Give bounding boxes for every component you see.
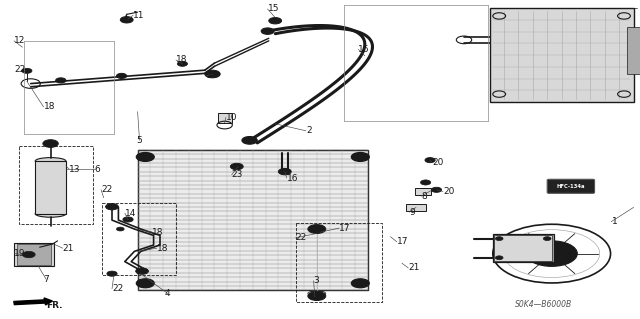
Text: 1: 1 bbox=[612, 217, 618, 226]
Text: 20: 20 bbox=[432, 158, 444, 167]
Circle shape bbox=[107, 271, 117, 276]
Text: 5: 5 bbox=[137, 136, 142, 145]
Circle shape bbox=[278, 168, 291, 175]
Bar bbox=[218, 113, 232, 123]
Circle shape bbox=[116, 227, 124, 231]
Circle shape bbox=[136, 279, 154, 288]
FancyArrow shape bbox=[13, 298, 52, 305]
Text: 9: 9 bbox=[410, 208, 415, 217]
Text: 19: 19 bbox=[14, 249, 26, 258]
Text: 22: 22 bbox=[296, 233, 307, 242]
Circle shape bbox=[539, 247, 564, 260]
Text: 24: 24 bbox=[206, 71, 218, 80]
Text: 22: 22 bbox=[101, 185, 113, 194]
Text: 17: 17 bbox=[339, 224, 351, 233]
Circle shape bbox=[526, 241, 577, 266]
Circle shape bbox=[120, 17, 133, 23]
Text: 3: 3 bbox=[314, 276, 319, 285]
Circle shape bbox=[205, 70, 220, 78]
Circle shape bbox=[269, 18, 282, 24]
Text: 21: 21 bbox=[63, 244, 74, 253]
Circle shape bbox=[272, 19, 278, 22]
Text: 10: 10 bbox=[226, 113, 237, 122]
Text: 2: 2 bbox=[306, 126, 312, 135]
Circle shape bbox=[420, 180, 431, 185]
Circle shape bbox=[351, 152, 369, 161]
Circle shape bbox=[543, 237, 551, 241]
Text: 4: 4 bbox=[165, 289, 170, 298]
Circle shape bbox=[136, 152, 154, 161]
Text: 11: 11 bbox=[133, 11, 145, 20]
Circle shape bbox=[495, 237, 503, 241]
Circle shape bbox=[177, 61, 188, 66]
FancyBboxPatch shape bbox=[547, 179, 595, 193]
Text: 7: 7 bbox=[44, 275, 49, 284]
Text: 16: 16 bbox=[287, 174, 298, 182]
Text: 17: 17 bbox=[397, 237, 408, 246]
Circle shape bbox=[43, 140, 58, 147]
Text: FR.: FR. bbox=[46, 301, 63, 310]
Text: S0K4—B6000B: S0K4—B6000B bbox=[515, 300, 572, 309]
Bar bbox=[138, 150, 368, 290]
Circle shape bbox=[209, 72, 216, 76]
Circle shape bbox=[308, 292, 326, 300]
Text: HFC-134a: HFC-134a bbox=[557, 184, 585, 189]
Text: 22: 22 bbox=[14, 65, 26, 74]
Text: 22: 22 bbox=[112, 284, 124, 293]
Text: 18: 18 bbox=[44, 102, 55, 111]
Circle shape bbox=[308, 225, 326, 234]
Text: 16: 16 bbox=[358, 45, 370, 54]
Text: 13: 13 bbox=[69, 165, 81, 174]
Text: 20: 20 bbox=[443, 187, 454, 196]
Circle shape bbox=[22, 68, 32, 73]
Circle shape bbox=[230, 163, 243, 170]
Bar bbox=[627, 27, 640, 74]
Bar bbox=[406, 204, 426, 211]
Circle shape bbox=[123, 217, 133, 222]
Text: 18: 18 bbox=[176, 56, 188, 64]
Circle shape bbox=[136, 268, 148, 274]
Text: 14: 14 bbox=[125, 209, 136, 218]
Text: 6: 6 bbox=[95, 165, 100, 174]
Circle shape bbox=[431, 187, 442, 192]
Bar bbox=[490, 8, 634, 102]
Text: 8: 8 bbox=[421, 192, 427, 201]
Text: 23: 23 bbox=[232, 170, 243, 179]
Text: 21: 21 bbox=[408, 263, 420, 272]
Bar bbox=[102, 203, 176, 275]
Bar bbox=[19, 146, 93, 224]
Bar bbox=[17, 244, 51, 265]
Circle shape bbox=[261, 28, 274, 34]
Bar bbox=[415, 188, 431, 195]
Text: 15: 15 bbox=[268, 4, 279, 13]
Text: 18: 18 bbox=[152, 228, 164, 237]
Circle shape bbox=[106, 204, 118, 210]
Text: 18: 18 bbox=[157, 244, 168, 253]
Ellipse shape bbox=[35, 210, 66, 217]
Circle shape bbox=[22, 251, 35, 258]
Circle shape bbox=[116, 73, 127, 78]
Circle shape bbox=[351, 279, 369, 288]
Bar bbox=[493, 234, 554, 262]
Circle shape bbox=[56, 78, 66, 83]
Bar bbox=[14, 243, 54, 266]
Bar bbox=[35, 161, 66, 214]
Circle shape bbox=[495, 256, 503, 260]
Ellipse shape bbox=[35, 158, 66, 165]
Circle shape bbox=[242, 137, 257, 144]
Text: 12: 12 bbox=[14, 36, 26, 45]
Bar bbox=[296, 223, 382, 302]
Bar bbox=[494, 235, 552, 261]
Circle shape bbox=[425, 158, 435, 163]
